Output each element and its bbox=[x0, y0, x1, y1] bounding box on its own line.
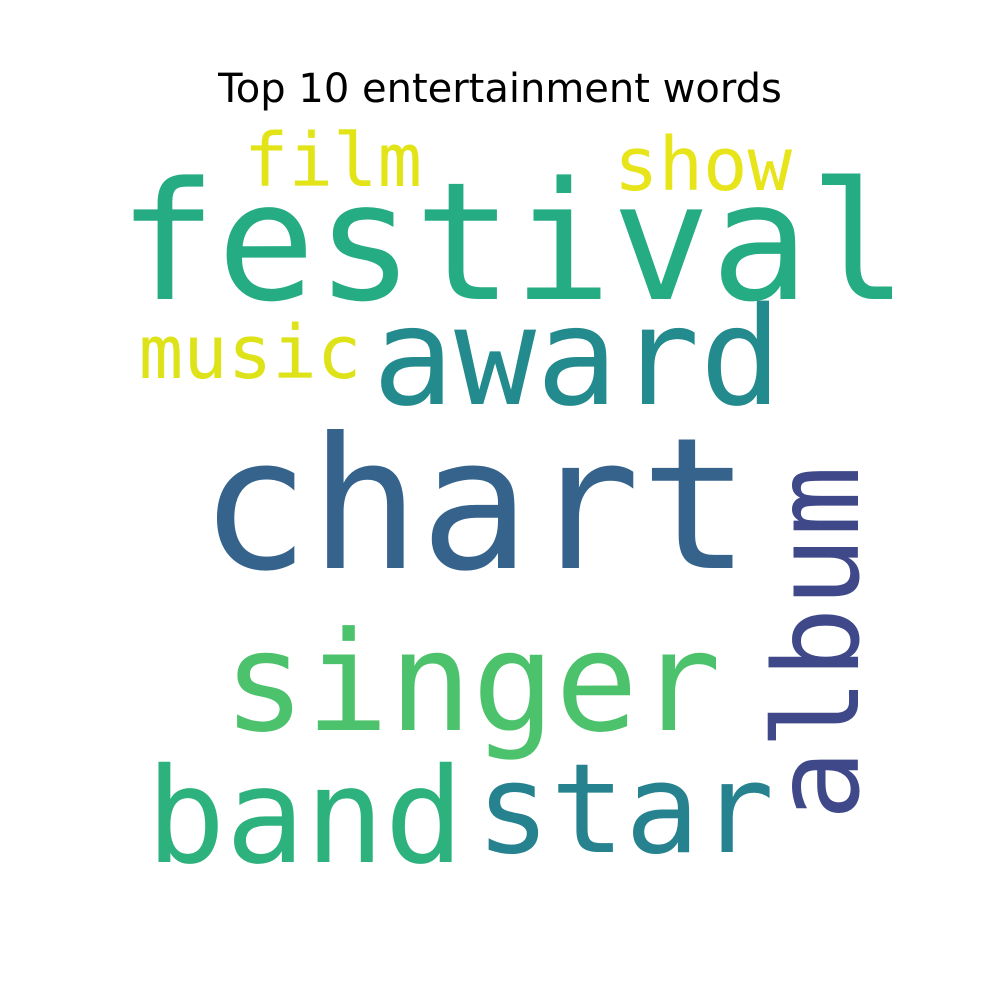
chart-title: Top 10 entertainment words bbox=[218, 66, 782, 112]
word-star: star bbox=[476, 738, 775, 882]
word-singer: singer bbox=[223, 602, 722, 763]
word-band: band bbox=[146, 740, 464, 894]
word-festival: festival bbox=[118, 147, 908, 338]
word-album: album bbox=[748, 465, 886, 820]
word-show: show bbox=[614, 122, 793, 208]
word-chart: chart bbox=[200, 399, 751, 612]
word-music: music bbox=[139, 310, 362, 396]
word-film: film bbox=[244, 118, 422, 204]
word-award: award bbox=[372, 279, 781, 437]
